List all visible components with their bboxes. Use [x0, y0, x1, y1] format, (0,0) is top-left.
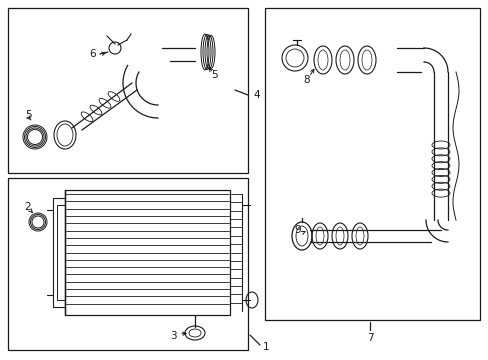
Text: 1: 1 — [263, 342, 269, 352]
Bar — [65, 190, 229, 315]
Bar — [57, 205, 65, 300]
Text: 3: 3 — [170, 331, 177, 341]
Text: 5: 5 — [24, 110, 31, 120]
Text: 2: 2 — [24, 202, 31, 212]
Text: 4: 4 — [252, 90, 259, 100]
Text: 9: 9 — [294, 225, 301, 235]
Bar — [8, 178, 247, 350]
Bar — [264, 8, 479, 320]
Text: 7: 7 — [366, 333, 372, 343]
Text: 5: 5 — [211, 70, 218, 80]
Text: 8: 8 — [303, 75, 310, 85]
Bar — [8, 8, 247, 173]
Text: 6: 6 — [89, 49, 96, 59]
